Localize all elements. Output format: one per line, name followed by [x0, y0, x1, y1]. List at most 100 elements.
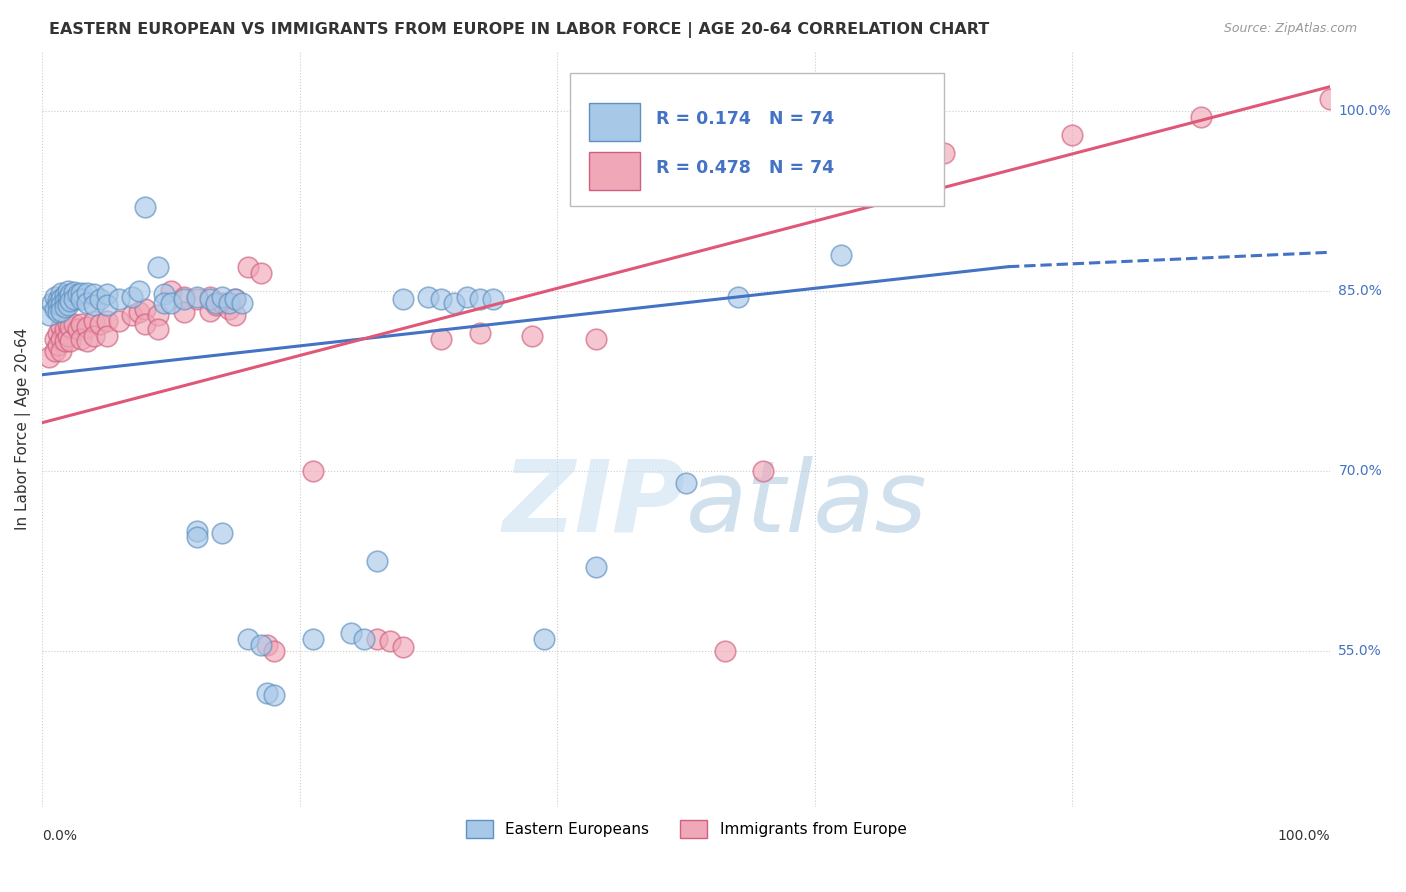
- Point: [108, 292, 131, 306]
- Point: [430, 292, 453, 306]
- Point: [366, 554, 388, 568]
- Point: [353, 632, 375, 646]
- Point: [46, 293, 69, 308]
- Point: [83, 298, 105, 312]
- Point: [76, 334, 98, 348]
- Point: [238, 260, 260, 274]
- Point: [121, 308, 143, 322]
- Point: [56, 291, 79, 305]
- Point: [96, 298, 118, 312]
- Legend: Eastern Europeans, Immigrants from Europe: Eastern Europeans, Immigrants from Europ…: [460, 814, 912, 845]
- Point: [83, 329, 105, 343]
- Point: [51, 292, 73, 306]
- Point: [108, 314, 131, 328]
- Point: [53, 294, 76, 309]
- Point: [211, 526, 233, 541]
- Point: [205, 298, 228, 312]
- Point: [173, 305, 195, 319]
- Text: atlas: atlas: [686, 456, 928, 553]
- Point: [231, 295, 253, 310]
- Point: [205, 295, 228, 310]
- Point: [391, 292, 413, 306]
- Point: [96, 329, 118, 343]
- Point: [585, 559, 607, 574]
- Point: [418, 290, 440, 304]
- Point: [198, 292, 221, 306]
- Point: [256, 686, 278, 700]
- Text: 55.0%: 55.0%: [1339, 644, 1382, 657]
- Point: [38, 350, 60, 364]
- Point: [585, 332, 607, 346]
- Point: [932, 145, 955, 160]
- Point: [53, 322, 76, 336]
- Point: [59, 319, 82, 334]
- Point: [256, 638, 278, 652]
- Point: [41, 295, 63, 310]
- Point: [160, 295, 183, 310]
- Point: [51, 304, 73, 318]
- Point: [46, 305, 69, 319]
- Point: [186, 524, 208, 538]
- Point: [44, 301, 66, 316]
- Point: [160, 284, 183, 298]
- Point: [1189, 110, 1212, 124]
- Point: [38, 308, 60, 322]
- Point: [76, 286, 98, 301]
- Point: [63, 285, 86, 299]
- Point: [456, 290, 478, 304]
- Point: [134, 200, 156, 214]
- Point: [76, 319, 98, 334]
- Point: [238, 632, 260, 646]
- Text: 70.0%: 70.0%: [1339, 464, 1382, 478]
- Point: [59, 294, 82, 309]
- Point: [391, 640, 413, 654]
- Point: [713, 643, 735, 657]
- Point: [520, 329, 543, 343]
- Text: EASTERN EUROPEAN VS IMMIGRANTS FROM EUROPE IN LABOR FORCE | AGE 20-64 CORRELATIO: EASTERN EUROPEAN VS IMMIGRANTS FROM EURO…: [49, 22, 990, 38]
- Point: [121, 290, 143, 304]
- Point: [250, 266, 273, 280]
- Point: [63, 318, 86, 332]
- Point: [340, 625, 363, 640]
- Point: [59, 334, 82, 348]
- Text: R = 0.478   N = 74: R = 0.478 N = 74: [657, 159, 835, 177]
- Point: [44, 343, 66, 358]
- Point: [868, 187, 890, 202]
- Point: [51, 286, 73, 301]
- Point: [727, 290, 749, 304]
- Point: [468, 326, 491, 340]
- Point: [51, 343, 73, 358]
- Point: [53, 301, 76, 315]
- FancyBboxPatch shape: [571, 73, 943, 206]
- Point: [96, 314, 118, 328]
- Point: [63, 292, 86, 306]
- Text: R = 0.174   N = 74: R = 0.174 N = 74: [657, 110, 835, 128]
- Point: [224, 308, 246, 322]
- Text: 100.0%: 100.0%: [1278, 830, 1330, 844]
- Point: [69, 286, 91, 301]
- Point: [1062, 128, 1084, 142]
- Point: [533, 632, 555, 646]
- Point: [51, 319, 73, 334]
- Point: [366, 632, 388, 646]
- Point: [83, 314, 105, 328]
- Point: [224, 292, 246, 306]
- Point: [752, 464, 775, 478]
- Point: [186, 290, 208, 304]
- Point: [56, 318, 79, 332]
- Text: 0.0%: 0.0%: [42, 830, 77, 844]
- Point: [153, 295, 176, 310]
- Point: [301, 632, 323, 646]
- Point: [198, 304, 221, 318]
- Point: [46, 337, 69, 351]
- Text: 100.0%: 100.0%: [1339, 103, 1391, 118]
- Point: [46, 298, 69, 312]
- Point: [69, 292, 91, 306]
- Point: [146, 322, 169, 336]
- Point: [146, 308, 169, 322]
- Point: [128, 284, 150, 298]
- Point: [211, 290, 233, 304]
- Point: [128, 305, 150, 319]
- Point: [675, 475, 697, 490]
- Point: [89, 292, 111, 306]
